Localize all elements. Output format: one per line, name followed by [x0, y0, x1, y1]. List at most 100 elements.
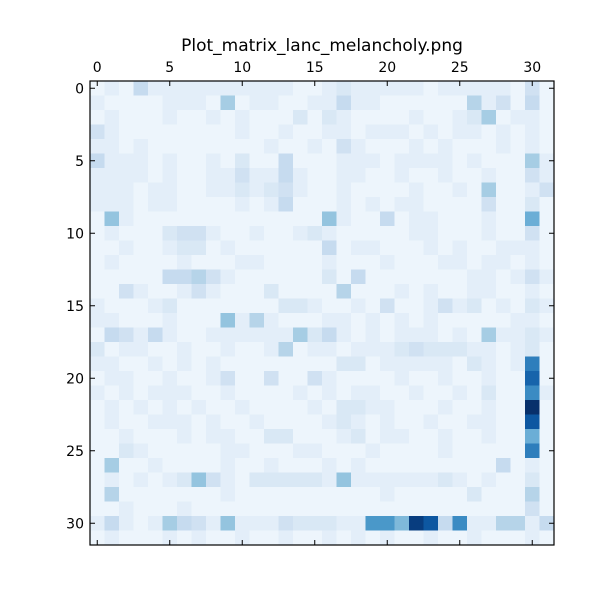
y-tick-label-20: 20 [66, 371, 84, 387]
heatmap-cell-r10-c17 [336, 226, 352, 241]
heatmap-cell-r4-c2 [119, 139, 134, 154]
heatmap-cell-r18-c23 [423, 342, 439, 357]
heatmap-cell-r3-c28 [496, 124, 511, 140]
heatmap-cell-r8-c18 [351, 197, 366, 212]
heatmap-cell-r24-c21 [394, 429, 410, 444]
heatmap-cell-r5-c3 [133, 153, 149, 169]
heatmap-cell-r20-c4 [148, 371, 163, 386]
heatmap-cell-r4-c7 [191, 139, 207, 154]
x-tick-label-30: 30 [523, 60, 541, 76]
heatmap-cell-r9-c11 [249, 211, 265, 227]
heatmap-cell-r6-c31 [539, 168, 555, 183]
heatmap-cell-r1-c30 [525, 95, 540, 111]
y-tick-label-0: 0 [75, 81, 84, 97]
heatmap-cell-r9-c7 [191, 211, 207, 227]
heatmap-cell-r10-c28 [496, 226, 511, 241]
heatmap-cell-r25-c8 [206, 443, 221, 459]
heatmap-cell-r12-c15 [307, 255, 323, 270]
heatmap-cell-r30-c5 [162, 516, 178, 531]
heatmap-cell-r12-c0 [90, 255, 105, 270]
heatmap-cell-r26-c3 [133, 458, 149, 473]
heatmap-cell-r13-c18 [351, 269, 366, 285]
heatmap-cell-r26-c26 [467, 458, 482, 473]
heatmap-cell-r7-c28 [496, 182, 511, 198]
heatmap-cell-r12-c22 [409, 255, 424, 270]
heatmap-cell-r18-c5 [162, 342, 178, 357]
heatmap-cell-r1-c15 [307, 95, 323, 111]
heatmap-cell-r17-c8 [206, 327, 221, 343]
heatmap-cell-r0-c30 [525, 81, 540, 96]
heatmap-cell-r1-c14 [293, 95, 308, 111]
heatmap-cell-r24-c3 [133, 429, 149, 444]
heatmap-cell-r31-c21 [394, 530, 410, 546]
heatmap-cell-r9-c27 [481, 211, 497, 227]
heatmap-cell-r30-c9 [220, 516, 236, 531]
heatmap-cell-r25-c1 [104, 443, 120, 459]
heatmap-cell-r24-c15 [307, 429, 323, 444]
heatmap-cell-r21-c2 [119, 385, 134, 401]
heatmap-cell-r15-c25 [452, 298, 468, 314]
heatmap-cell-r17-c20 [380, 327, 395, 343]
heatmap-cell-r31-c30 [525, 530, 540, 546]
heatmap-cell-r28-c20 [380, 487, 395, 502]
heatmap-cell-r19-c16 [322, 356, 337, 372]
heatmap-cell-r16-c26 [467, 313, 482, 328]
heatmap-cell-r9-c19 [365, 211, 381, 227]
heatmap-cell-r20-c11 [249, 371, 265, 386]
heatmap-cell-r21-c31 [539, 385, 555, 401]
heatmap-cell-r1-c4 [148, 95, 163, 111]
heatmap-cell-r4-c1 [104, 139, 120, 154]
heatmap-cell-r14-c8 [206, 284, 221, 299]
heatmap-cell-r4-c27 [481, 139, 497, 154]
heatmap-cell-r14-c10 [235, 284, 250, 299]
heatmap-cell-r0-c14 [293, 81, 308, 96]
heatmap-cell-r30-c12 [264, 516, 279, 531]
heatmap-cell-r14-c28 [496, 284, 511, 299]
heatmap-cell-r1-c0 [90, 95, 105, 111]
heatmap-cell-r30-c7 [191, 516, 207, 531]
heatmap-cell-r6-c11 [249, 168, 265, 183]
heatmap-cell-r9-c31 [539, 211, 555, 227]
heatmap-cell-r18-c7 [191, 342, 207, 357]
heatmap-cell-r17-c10 [235, 327, 250, 343]
heatmap-cell-r31-c15 [307, 530, 323, 546]
heatmap-cell-r2-c9 [220, 110, 236, 125]
heatmap-cell-r7-c0 [90, 182, 105, 198]
heatmap-cell-r20-c7 [191, 371, 207, 386]
heatmap-cell-r13-c2 [119, 269, 134, 285]
heatmap-cell-r21-c11 [249, 385, 265, 401]
heatmap-cell-r4-c24 [438, 139, 453, 154]
heatmap-cell-r27-c13 [278, 472, 294, 488]
heatmap-cell-r19-c2 [119, 356, 134, 372]
heatmap-cell-r5-c7 [191, 153, 207, 169]
heatmap-cell-r9-c22 [409, 211, 424, 227]
heatmap-cell-r12-c1 [104, 255, 120, 270]
heatmap-cell-r6-c18 [351, 168, 366, 183]
heatmap-cell-r6-c24 [438, 168, 453, 183]
heatmap-cell-r26-c15 [307, 458, 323, 473]
heatmap-cell-r20-c12 [264, 371, 279, 386]
heatmap-cell-r0-c16 [322, 81, 337, 96]
heatmap-cell-r25-c16 [322, 443, 337, 459]
y-tick-label-5: 5 [75, 154, 84, 170]
heatmap-cell-r29-c14 [293, 501, 308, 517]
heatmap-cell-r14-c12 [264, 284, 279, 299]
heatmap-cell-r14-c29 [510, 284, 526, 299]
heatmap-cell-r23-c14 [293, 414, 308, 430]
heatmap-cell-r8-c15 [307, 197, 323, 212]
heatmap-cell-r26-c1 [104, 458, 120, 473]
heatmap-cell-r13-c5 [162, 269, 178, 285]
heatmap-cell-r11-c17 [336, 240, 352, 256]
heatmap-cell-r17-c14 [293, 327, 308, 343]
heatmap-cell-r4-c26 [467, 139, 482, 154]
heatmap-cell-r25-c4 [148, 443, 163, 459]
heatmap-cell-r7-c10 [235, 182, 250, 198]
heatmap-cell-r7-c24 [438, 182, 453, 198]
heatmap-cell-r25-c7 [191, 443, 207, 459]
heatmap-cell-r30-c18 [351, 516, 366, 531]
heatmap-cell-r9-c23 [423, 211, 439, 227]
heatmap-cell-r3-c27 [481, 124, 497, 140]
heatmap-cell-r20-c22 [409, 371, 424, 386]
heatmap-cell-r29-c9 [220, 501, 236, 517]
heatmap-cell-r19-c6 [177, 356, 192, 372]
